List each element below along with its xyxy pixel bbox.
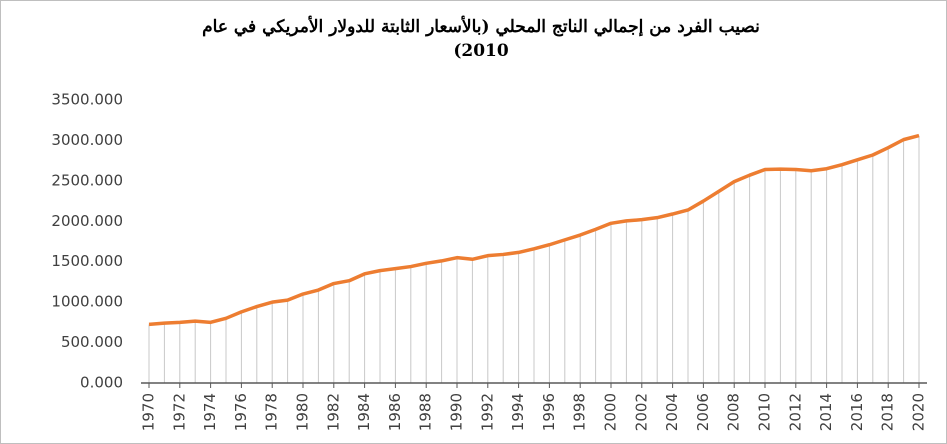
x-tick-label: 1976	[232, 393, 250, 431]
x-tick-label: 1998	[571, 393, 589, 431]
x-tick-label: 2002	[632, 393, 650, 431]
x-tick-label: 1984	[355, 393, 373, 431]
data-line	[148, 133, 920, 327]
y-tick-label: 0.000	[80, 374, 123, 392]
x-tick-label: 1988	[417, 393, 435, 431]
y-tick-label: 500.000	[61, 333, 123, 351]
x-tick-label: 2014	[817, 393, 835, 431]
x-tick-label: 1990	[448, 393, 466, 431]
x-tick-label: 1996	[540, 393, 558, 431]
x-tick-label: 1978	[263, 393, 281, 431]
x-tick-label: 2016	[848, 393, 866, 431]
x-tick-label: 2020	[910, 393, 928, 431]
x-tick-label: 2004	[663, 393, 681, 431]
y-tick-label: 2000.000	[51, 212, 123, 230]
x-tick-label: 1992	[478, 393, 496, 431]
x-tick-label: 1994	[509, 393, 527, 431]
x-tick-label: 2018	[879, 393, 897, 431]
x-tick-label: 2010	[756, 393, 774, 431]
x-tick-label: 1982	[324, 393, 342, 431]
x-tick-label: 2012	[786, 393, 804, 431]
x-tick-label: 2008	[725, 393, 743, 431]
x-tick-label: 1970	[140, 393, 158, 431]
x-tick-label: 2000	[602, 393, 620, 431]
x-tick-label: 1980	[294, 393, 312, 431]
y-tick-label: 3500.000	[51, 91, 123, 109]
y-tick-label: 2500.000	[51, 171, 123, 189]
x-tick-label: 1974	[201, 393, 219, 431]
y-tick-label: 1000.000	[51, 293, 123, 311]
y-tick-label: 3000.000	[51, 131, 123, 149]
chart-title: نصيب الفرد من إجمالي الناتج المحلي (بالأ…	[202, 17, 760, 61]
x-tick-label: 1986	[386, 393, 404, 431]
x-tick-label: 2006	[694, 393, 712, 431]
y-tick-label: 1500.000	[51, 252, 123, 270]
x-tick-label: 1972	[170, 393, 188, 431]
